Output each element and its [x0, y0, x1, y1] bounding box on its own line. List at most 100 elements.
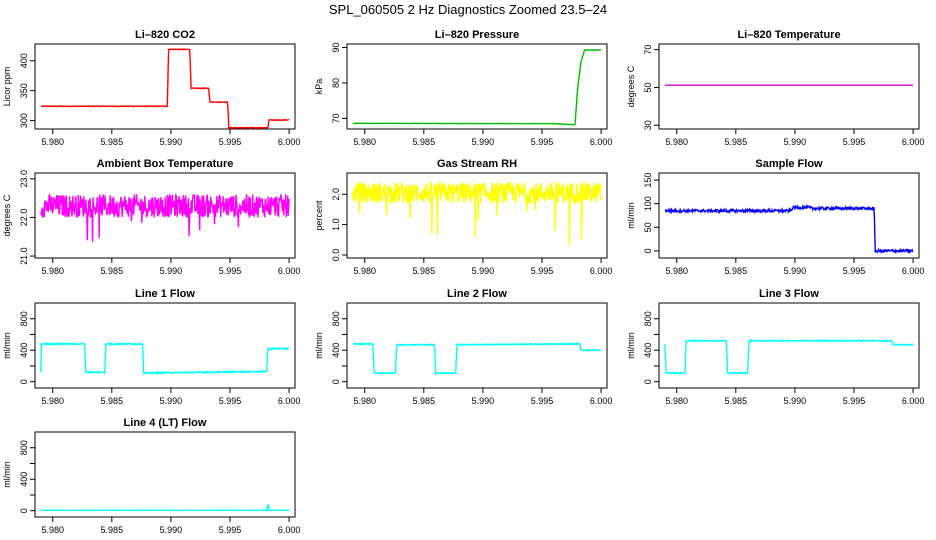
x-tick-label: 5.985	[101, 137, 124, 147]
y-axis-label: Licor ppm	[2, 67, 12, 107]
chart-panel-3: Li–820 Temperature 5.980 5.985 5.990 5.995 6.…	[626, 29, 924, 147]
plot-frame	[34, 431, 296, 518]
plot-frame	[658, 172, 920, 259]
chart-title: Line 2 Flow	[447, 288, 507, 300]
x-tick-label: 5.985	[413, 266, 436, 276]
x-tick-label: 5.995	[531, 396, 554, 406]
chart-panel-1: Li–820 CO2 5.980 5.985 5.990 5.995 6.000 300 35…	[2, 29, 300, 147]
x-tick-label: 5.990	[472, 266, 495, 276]
x-tick-label: 5.985	[725, 396, 748, 406]
x-tick-label: 5.980	[665, 396, 688, 406]
x-tick-label: 6.000	[902, 266, 925, 276]
x-tick-label: 5.980	[665, 137, 688, 147]
series-line-1	[40, 48, 290, 130]
chart-panel-4: Ambient Box Temperature 5.980 5.985 5.990 5.…	[2, 158, 300, 276]
chart-title: Line 4 (LT) Flow	[124, 417, 207, 429]
y-tick-label: 21.0	[19, 247, 29, 265]
x-tick-label: 5.980	[353, 266, 376, 276]
x-tick-label: 5.995	[843, 396, 866, 406]
x-tick-label: 5.990	[784, 266, 807, 276]
x-tick-label: 6.000	[902, 137, 925, 147]
x-tick-label: 5.990	[160, 396, 183, 406]
series-line-1	[40, 341, 290, 376]
y-tick-label: 100	[643, 196, 653, 211]
y-tick-label: 80	[331, 78, 341, 88]
x-tick-label: 6.000	[590, 137, 613, 147]
x-tick-label: 5.985	[725, 266, 748, 276]
x-tick-label: 5.990	[784, 396, 807, 406]
y-tick-label: 30	[643, 120, 653, 130]
x-tick-label: 5.990	[784, 137, 807, 147]
chart-title: Li–820 Temperature	[737, 29, 840, 41]
x-tick-label: 5.990	[160, 137, 183, 147]
chart-panel-10: Line 4 (LT) Flow 5.980 5.985 5.990 5.995 6.00…	[2, 417, 300, 535]
y-tick-label: 800	[19, 440, 29, 455]
y-tick-label: 0	[19, 379, 29, 384]
chart-title: Sample Flow	[755, 158, 823, 170]
x-tick-label: 6.000	[278, 396, 301, 406]
y-tick-label: 70	[643, 45, 653, 55]
x-tick-label: 5.995	[843, 137, 866, 147]
y-axis-label: percent	[314, 200, 324, 231]
chart-title: Line 3 Flow	[759, 288, 819, 300]
x-tick-label: 6.000	[278, 137, 301, 147]
x-tick-label: 5.995	[219, 396, 242, 406]
x-tick-label: 6.000	[278, 525, 301, 535]
y-tick-label: 2.0	[331, 188, 341, 201]
plot-frame	[346, 43, 608, 130]
series-line-1	[352, 341, 602, 376]
y-tick-label: 90	[331, 43, 341, 53]
y-axis-label: kPa	[314, 79, 324, 95]
y-axis-label: ml/min	[626, 332, 636, 359]
y-tick-label: 0	[331, 379, 341, 384]
x-tick-label: 5.995	[219, 525, 242, 535]
x-tick-label: 5.980	[41, 266, 64, 276]
series-line-1	[664, 203, 914, 255]
plot-frame	[34, 172, 296, 259]
chart-panel-2: Li–820 Pressure 5.980 5.985 5.990 5.995 6.000…	[314, 29, 612, 147]
y-tick-label: 800	[19, 311, 29, 326]
y-tick-label: 150	[643, 173, 653, 188]
x-tick-label: 5.985	[725, 137, 748, 147]
x-tick-label: 5.980	[665, 266, 688, 276]
y-tick-label: 70	[331, 113, 341, 123]
y-tick-label: 50	[643, 222, 653, 232]
chart-title: Ambient Box Temperature	[97, 158, 234, 170]
chart-title: Li–820 CO2	[135, 29, 195, 41]
x-tick-label: 5.980	[41, 137, 64, 147]
plot-frame	[346, 172, 608, 259]
y-tick-label: 400	[331, 343, 341, 358]
y-tick-label: 0	[643, 248, 653, 253]
plot-frame	[34, 43, 296, 130]
y-tick-label: 23.0	[19, 170, 29, 188]
x-tick-label: 5.985	[413, 137, 436, 147]
x-tick-label: 5.980	[41, 396, 64, 406]
y-tick-label: 800	[643, 311, 653, 326]
plot-frame	[346, 302, 608, 389]
y-tick-label: 0	[643, 379, 653, 384]
y-tick-label: 400	[643, 343, 653, 358]
y-axis-label: degrees C	[2, 194, 12, 236]
x-tick-label: 5.980	[353, 137, 376, 147]
chart-panel-5: Gas Stream RH 5.980 5.985 5.990 5.995 6.000 0.…	[314, 158, 612, 276]
y-tick-label: 400	[19, 53, 29, 68]
x-tick-label: 5.980	[353, 396, 376, 406]
y-tick-label: 350	[19, 83, 29, 98]
y-tick-label: 1.0	[331, 218, 341, 231]
y-axis-label: ml/min	[2, 332, 12, 359]
y-tick-label: 400	[19, 343, 29, 358]
y-axis-label: ml/min	[2, 461, 12, 488]
x-tick-label: 5.990	[160, 266, 183, 276]
series-line-1	[352, 180, 602, 246]
x-tick-label: 5.995	[531, 266, 554, 276]
plot-frame	[658, 43, 920, 130]
chart-title: Li–820 Pressure	[435, 29, 519, 41]
series-line-1	[352, 49, 602, 126]
x-tick-label: 5.990	[472, 137, 495, 147]
x-tick-label: 5.985	[101, 525, 124, 535]
y-tick-label: 800	[331, 311, 341, 326]
y-tick-label: 0.0	[331, 249, 341, 262]
x-tick-label: 6.000	[590, 266, 613, 276]
chart-panel-7: Line 1 Flow 5.980 5.985 5.990 5.995 6.000 0 400…	[2, 288, 300, 406]
